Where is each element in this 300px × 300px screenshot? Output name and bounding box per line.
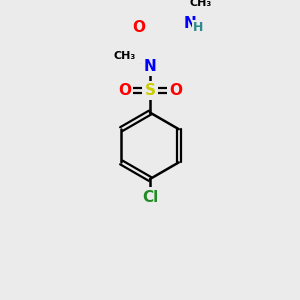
Text: S: S: [145, 83, 155, 98]
Text: O: O: [169, 83, 182, 98]
Text: H: H: [193, 22, 203, 34]
Text: CH₃: CH₃: [190, 0, 212, 8]
Text: O: O: [118, 83, 131, 98]
Text: O: O: [132, 20, 146, 35]
Text: CH₃: CH₃: [114, 51, 136, 61]
Text: N: N: [144, 59, 156, 74]
Text: N: N: [183, 16, 196, 32]
Text: Cl: Cl: [142, 190, 158, 205]
